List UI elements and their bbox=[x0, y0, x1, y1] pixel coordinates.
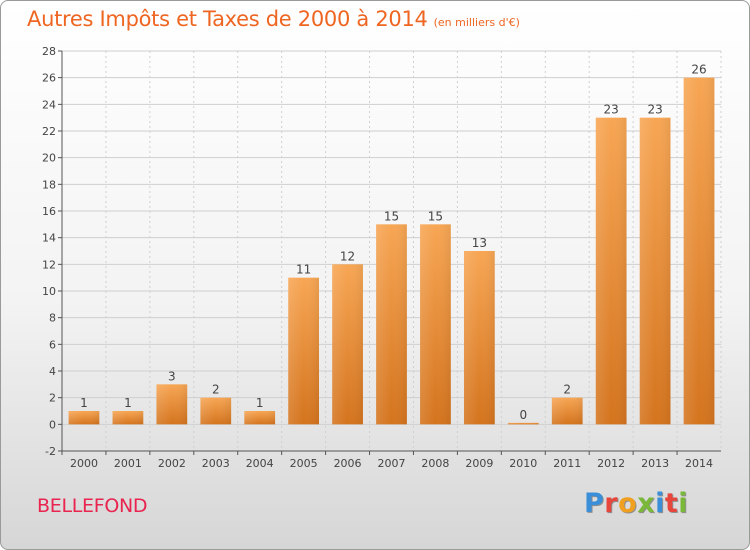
bar-shade-2012 bbox=[595, 117, 627, 425]
data-label-2013: 23 bbox=[647, 103, 662, 117]
y-tick-label: 10 bbox=[42, 285, 56, 298]
x-tick-label-2008: 2008 bbox=[421, 457, 449, 470]
bars bbox=[68, 77, 715, 425]
y-tick-label: 12 bbox=[42, 258, 56, 271]
x-tick-label-2013: 2013 bbox=[641, 457, 669, 470]
commune-name: BELLEFOND bbox=[37, 495, 148, 517]
data-label-2014: 26 bbox=[691, 63, 706, 77]
logo-letter-6: i bbox=[678, 488, 689, 519]
logo-letter-4: i bbox=[655, 488, 665, 519]
logo-letter-5: t bbox=[664, 488, 679, 519]
y-tick-label: 0 bbox=[49, 418, 56, 431]
x-tick-label-2007: 2007 bbox=[378, 457, 406, 470]
y-tick-label: 26 bbox=[42, 72, 56, 85]
data-label-2007: 15 bbox=[384, 209, 399, 223]
bar-shade-2000 bbox=[68, 411, 100, 425]
data-label-2003: 2 bbox=[212, 383, 220, 397]
bar-shade-2001 bbox=[112, 411, 144, 425]
data-label-2001: 1 bbox=[124, 396, 132, 410]
y-tick-label: 6 bbox=[49, 338, 56, 351]
x-tick-label-2006: 2006 bbox=[334, 457, 362, 470]
y-tick-label: 24 bbox=[42, 98, 56, 111]
logo-letter-2: o bbox=[618, 488, 638, 519]
y-tick-label: 2 bbox=[49, 392, 56, 405]
y-tick-label: 20 bbox=[42, 152, 56, 165]
data-label-2000: 1 bbox=[80, 396, 88, 410]
y-tick-label: 14 bbox=[42, 232, 56, 245]
data-label-2008: 15 bbox=[428, 209, 443, 223]
bar-shade-2009 bbox=[463, 251, 495, 425]
bar-shade-2010 bbox=[507, 422, 539, 425]
data-label-2002: 3 bbox=[168, 369, 176, 383]
chart-title-text: Autres Impôts et Taxes de 2000 à 2014 bbox=[27, 7, 428, 31]
bar-shade-2011 bbox=[551, 397, 583, 425]
bar-shade-2003 bbox=[200, 397, 232, 425]
data-label-2004: 1 bbox=[256, 396, 264, 410]
bar-shade-2014 bbox=[683, 77, 715, 425]
data-label-2011: 2 bbox=[563, 383, 571, 397]
y-tick-label: 8 bbox=[49, 312, 56, 325]
x-tick-label-2002: 2002 bbox=[158, 457, 186, 470]
x-tick-label-2009: 2009 bbox=[465, 457, 493, 470]
data-label-2012: 23 bbox=[604, 103, 619, 117]
data-label-2006: 12 bbox=[340, 249, 355, 263]
x-tick-label-2001: 2001 bbox=[114, 457, 142, 470]
y-tick-label: -2 bbox=[45, 445, 56, 458]
y-tick-label: 18 bbox=[42, 178, 56, 191]
bar-shade-2013 bbox=[639, 117, 671, 425]
x-tick-label-2012: 2012 bbox=[597, 457, 625, 470]
x-tick-label-2011: 2011 bbox=[553, 457, 581, 470]
y-tick-label: 28 bbox=[42, 45, 56, 58]
x-tick-label-2003: 2003 bbox=[202, 457, 230, 470]
y-tick-label: 22 bbox=[42, 125, 56, 138]
proxiti-logo: Proxiti bbox=[584, 488, 688, 519]
x-tick-label-2010: 2010 bbox=[509, 457, 537, 470]
logo-letter-1: r bbox=[604, 488, 619, 519]
bar-shade-2008 bbox=[420, 224, 451, 425]
logo-letter-0: P bbox=[584, 488, 605, 519]
data-label-2010: 0 bbox=[519, 408, 527, 422]
bar-shade-2007 bbox=[376, 224, 407, 425]
chart-subtitle: (en milliers d'€) bbox=[433, 16, 520, 29]
logo-letter-3: x bbox=[637, 488, 656, 519]
bar-shade-2006 bbox=[332, 264, 363, 425]
chart-title: Autres Impôts et Taxes de 2000 à 2014 (en… bbox=[27, 7, 520, 31]
bar-shade-2002 bbox=[156, 384, 188, 425]
data-label-2005: 11 bbox=[296, 263, 311, 277]
x-tick-label-2004: 2004 bbox=[246, 457, 274, 470]
y-tick-label: 4 bbox=[49, 365, 56, 378]
bar-shade-2004 bbox=[244, 411, 276, 425]
x-tick-label-2014: 2014 bbox=[685, 457, 713, 470]
bar-shade-2005 bbox=[288, 277, 320, 425]
y-tick-label: 16 bbox=[42, 205, 56, 218]
x-tick-label-2005: 2005 bbox=[290, 457, 318, 470]
x-tick-label-2000: 2000 bbox=[70, 457, 98, 470]
data-label-2009: 13 bbox=[472, 236, 487, 250]
